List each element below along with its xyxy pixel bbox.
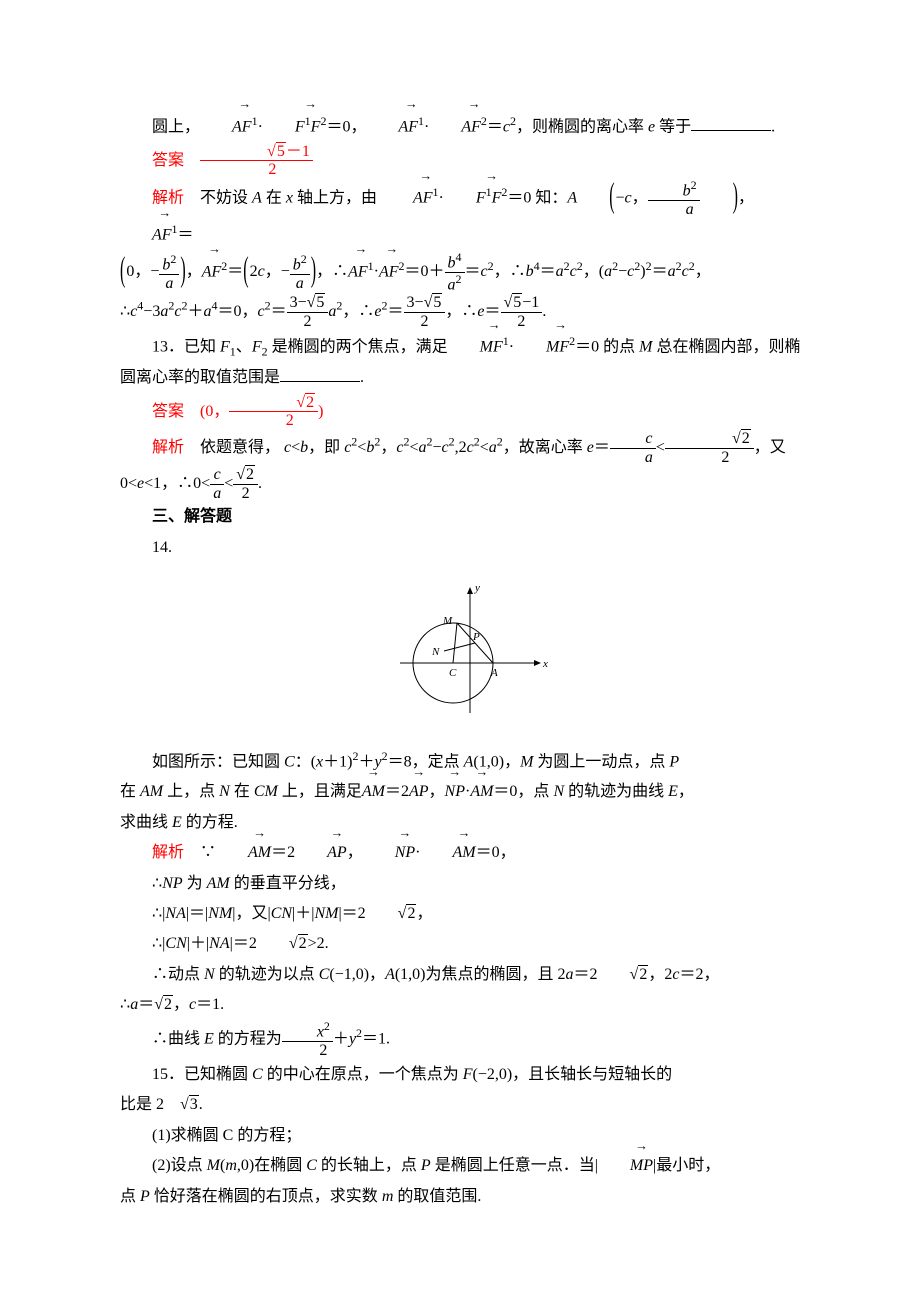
svg-text:P: P [472, 631, 480, 643]
q12-explain-l2: (0，−b2a)，AF2＝(2c，−b2a)，∴AF1·AF2＝0＋b4a2＝c… [120, 251, 810, 294]
q15-question-l1: 15．已知椭圆 C 的中心在原点，一个焦点为 F(−2,0)，且长轴长与短轴长的 [120, 1060, 810, 1090]
q14-sol-l2: ∴NP 为 AM 的垂直平分线， [120, 869, 810, 899]
q13-explain-l2: 0<e<1，∴0<ca<22. [120, 466, 810, 502]
svg-text:C: C [449, 667, 457, 679]
answer-label: 答案 [152, 403, 184, 420]
explain-label: 解析 [152, 439, 184, 456]
q13-answer: 答案 (0，22) [120, 394, 810, 430]
svg-text:M: M [442, 615, 453, 627]
q14-question-l2: 在 AM 上，点 N 在 CM 上，且满足AM＝2AP，NP·AM＝0，点 N … [120, 777, 810, 807]
q13-explain-l1: 解析 依题意得， c<b，即 c2<b2，c2<a2−c2,2c2<a2，故离心… [120, 430, 810, 466]
q12-explain-l1: 解析 不妨设 A 在 x 轴上方，由 AF1·F1F2＝0 知：A(−c，b2a… [120, 179, 810, 251]
q14-number: 14. [120, 533, 810, 563]
svg-text:N: N [431, 646, 440, 658]
q14-sol-l4: ∴|CN|＋|NA|＝22>2. [120, 929, 810, 959]
svg-text:A: A [490, 667, 498, 679]
q14-sol-l5: ∴动点 N 的轨迹为以点 C(−1,0)，A(1,0)为焦点的椭圆，且 2a＝2… [120, 960, 810, 990]
q14-question-l1: 如图所示：已知圆 C：(x＋1)2＋y2＝8，定点 A(1,0)，M 为圆上一动… [120, 745, 810, 778]
q14-sol-l6: ∴a＝2，c＝1. [120, 990, 810, 1020]
q14-sol-l1: 解析 ∵AM＝2AP，NP·AM＝0， [120, 838, 810, 868]
q14-sol-l7: ∴曲线 E 的方程为x22＋y2＝1. [120, 1020, 810, 1060]
q13-question: 13．已知 F1、F2 是椭圆的两个焦点，满足MF1·MF2＝0 的点 M 总在… [120, 330, 810, 394]
svg-text:y: y [474, 582, 480, 594]
q14-figure: x y M P NC A [120, 573, 810, 734]
q15-part2-l2: 点 P 恰好落在椭圆的右顶点，求实数 m 的取值范围. [120, 1182, 810, 1212]
svg-text:x: x [542, 658, 548, 670]
q14-sol-l3: ∴|NA|＝|NM|，又|CN|＋|NM|＝22， [120, 899, 810, 929]
section-3-title: 三、解答题 [120, 502, 810, 532]
q15-question-l2: 比是 2 3. [120, 1090, 810, 1120]
explain-label: 解析 [152, 844, 184, 861]
q14-diagram: x y M P NC A [380, 573, 550, 723]
explain-label: 解析 [152, 189, 184, 206]
q12-continuation: 圆上，AF1·F1F2＝0，AF1·AF2＝c2，则椭圆的离心率 e 等于. [120, 110, 810, 143]
q15-part1: (1)求椭圆 C 的方程； [120, 1121, 810, 1151]
q15-part2-l1: (2)设点 M(m,0)在椭圆 C 的长轴上，点 P 是椭圆上任意一点．当|MP… [120, 1151, 810, 1181]
answer-label: 答案 [152, 151, 184, 168]
